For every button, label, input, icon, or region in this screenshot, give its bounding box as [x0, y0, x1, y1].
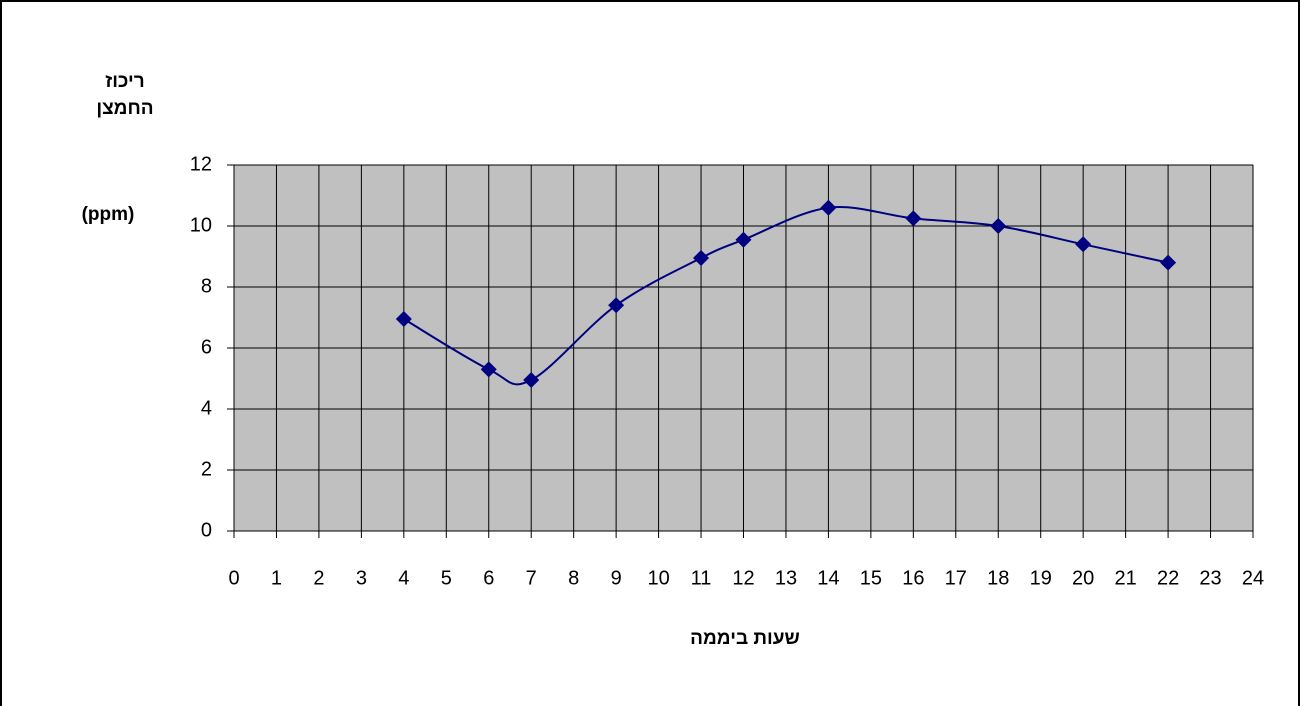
x-tick-label: 3 — [356, 567, 367, 589]
y-tick-label: 2 — [201, 458, 212, 480]
y-tick-label: 6 — [201, 336, 212, 358]
y-tick-label: 8 — [201, 275, 212, 297]
y-tick-label: 12 — [190, 153, 212, 175]
x-tick-label: 7 — [526, 567, 537, 589]
x-tick-label: 11 — [691, 567, 712, 589]
y-tick-label: 0 — [201, 519, 212, 541]
data-point — [1075, 236, 1092, 253]
x-tick-label: 13 — [775, 567, 797, 589]
x-tick-label: 12 — [732, 567, 754, 589]
x-tick-label: 6 — [483, 567, 494, 589]
x-tick-label: 18 — [987, 567, 1009, 589]
y-axis-label: (ppm) — [82, 204, 135, 225]
x-tick-label: 0 — [228, 567, 239, 589]
x-tick-label: 23 — [1199, 567, 1221, 589]
x-tick-label: 5 — [441, 567, 452, 589]
y-axis-label: ריכוז — [105, 71, 144, 92]
data-point — [395, 311, 412, 328]
x-tick-label: 10 — [647, 567, 669, 589]
x-tick-label: 14 — [817, 567, 839, 589]
y-tick-label: 4 — [201, 397, 212, 419]
x-tick-label: 9 — [611, 567, 622, 589]
x-tick-label: 19 — [1030, 567, 1052, 589]
data-point — [608, 297, 625, 314]
x-tick-label: 22 — [1157, 567, 1179, 589]
x-axis-label: שעות ביממה — [690, 628, 800, 649]
data-point — [905, 210, 922, 227]
y-axis-label: החמצן — [96, 98, 153, 119]
x-tick-label: 8 — [568, 567, 579, 589]
data-point — [693, 250, 710, 267]
x-tick-label: 21 — [1115, 567, 1137, 589]
x-tick-label: 16 — [902, 567, 924, 589]
data-point — [1160, 254, 1177, 271]
data-point — [820, 199, 837, 216]
data-point — [523, 372, 540, 389]
x-tick-label: 4 — [398, 567, 409, 589]
x-tick-label: 1 — [271, 567, 282, 589]
x-tick-label: 20 — [1072, 567, 1094, 589]
x-tick-label: 15 — [860, 567, 882, 589]
y-tick-label: 10 — [190, 214, 212, 236]
data-point — [735, 231, 752, 248]
data-point — [480, 361, 497, 378]
data-point — [990, 218, 1007, 234]
x-tick-label: 24 — [1242, 567, 1264, 589]
x-tick-label: 2 — [313, 567, 324, 589]
x-tick-label: 17 — [945, 567, 967, 589]
